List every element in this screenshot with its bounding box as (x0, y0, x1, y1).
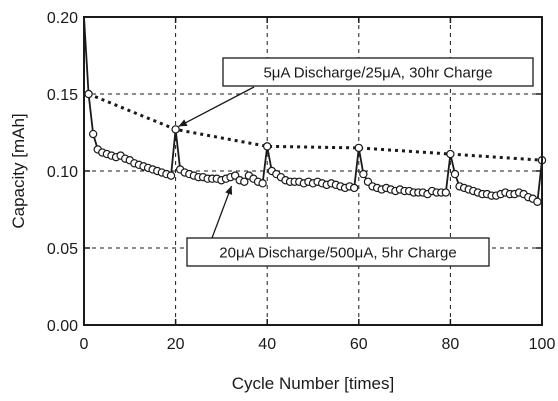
y-axis-label: Capacity [mAh] (9, 113, 28, 228)
data-point (350, 183, 359, 193)
y-tick-label: 0.00 (47, 318, 78, 335)
y-tick-label: 0.10 (47, 164, 78, 181)
data-point (533, 197, 542, 206)
annotation-5hr-box (186, 237, 490, 267)
annotation-30hr-text: 5μA Discharge/25μA, 30hr Charge (263, 65, 492, 82)
data-point (166, 171, 176, 180)
series-30hr-charge-line (88, 92, 543, 162)
plot-frame (83, 16, 543, 326)
x-tick-label: 40 (258, 336, 276, 353)
annotation-5hr-arrowhead (225, 185, 233, 195)
data-point (84, 89, 93, 99)
data-point (354, 143, 363, 153)
data-point (441, 188, 451, 197)
annotation-5hr-text: 20μA Discharge/500μA, 5hr Charge (219, 245, 456, 262)
y-tick-label: 0.05 (47, 241, 78, 258)
annotations: 5μA Discharge/25μA, 30hr Charge 20μA Disc… (178, 57, 534, 267)
y-tick-labels: 0.00 0.05 0.10 0.15 0.20 (47, 10, 78, 335)
data-point (240, 177, 249, 186)
data-point (171, 125, 180, 134)
x-tick-label: 20 (167, 336, 185, 353)
data-point (446, 149, 455, 159)
data-point (258, 179, 267, 188)
x-axis-label: Cycle Number [times] (232, 374, 394, 393)
x-tick-labels: 0 20 40 60 80 100 (80, 336, 556, 353)
data-point (450, 169, 460, 179)
x-tick-label: 60 (350, 336, 368, 353)
y-tick-label: 0.20 (47, 10, 78, 27)
x-tick-label: 100 (529, 336, 556, 353)
annotation-30hr-arrow (178, 86, 255, 127)
data-point (359, 169, 368, 179)
series-markers (84, 89, 547, 206)
x-tick-label: 0 (80, 336, 89, 353)
y-tick-label: 0.15 (47, 87, 78, 104)
data-point (263, 142, 272, 151)
annotation-30hr-arrowhead (178, 119, 188, 127)
data-point (88, 129, 98, 139)
annotation-30hr-box (222, 57, 534, 87)
annotation-5hr-arrow (211, 185, 233, 239)
x-tick-label: 80 (442, 336, 460, 353)
